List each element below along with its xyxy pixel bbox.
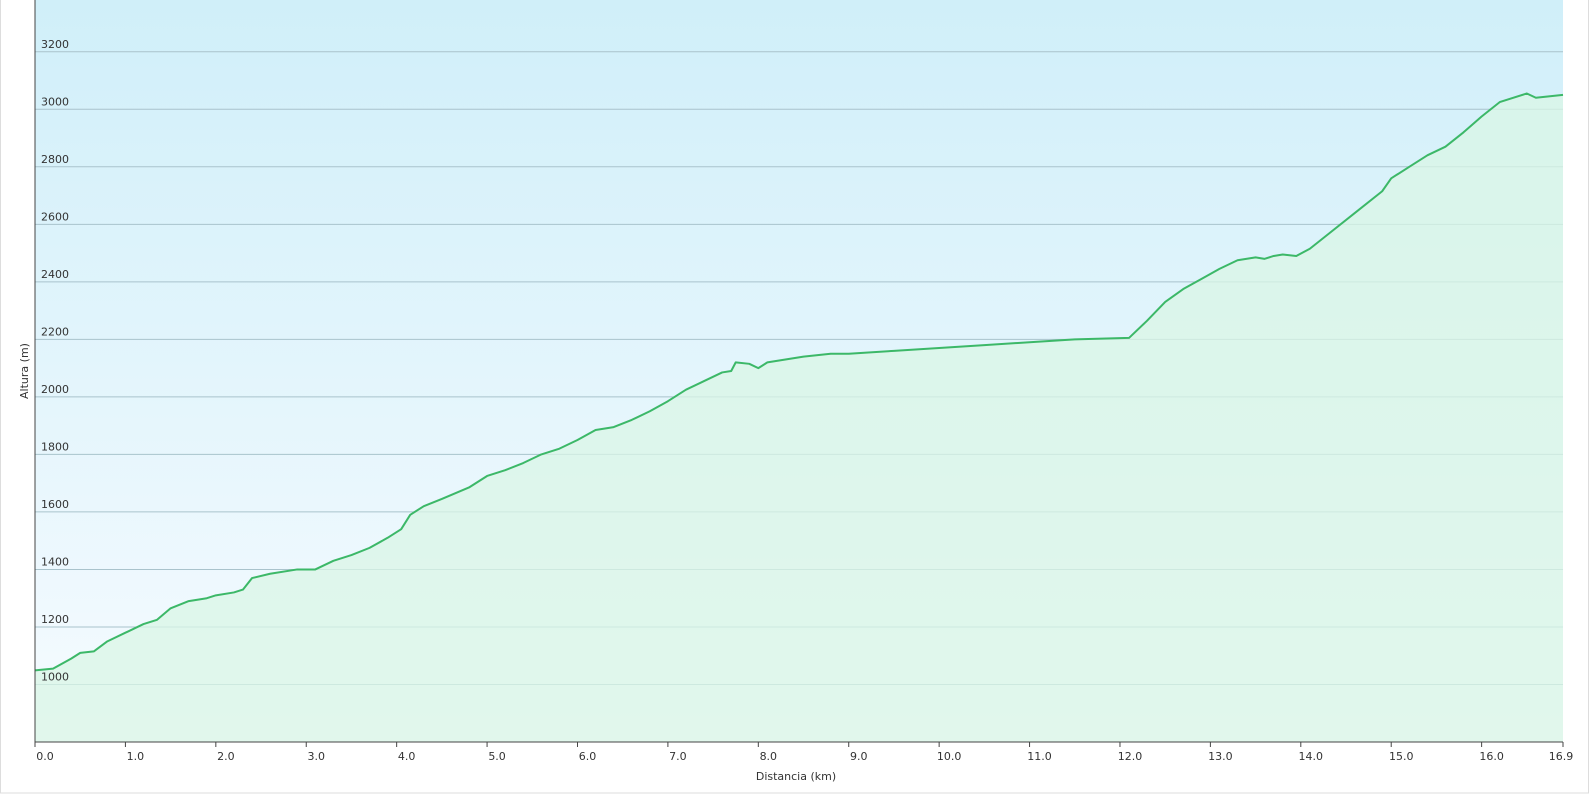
x-tick-label: 11.0 xyxy=(1027,750,1052,763)
x-tick-label: 16.0 xyxy=(1479,750,1504,763)
y-tick-label: 1600 xyxy=(41,498,69,511)
y-tick-label: 1800 xyxy=(41,440,69,453)
x-tick-label: 9.0 xyxy=(850,750,868,763)
y-tick-label: 3000 xyxy=(41,95,69,108)
x-tick-label: 4.0 xyxy=(398,750,416,763)
y-tick-label: 2000 xyxy=(41,383,69,396)
area-fill xyxy=(35,93,1563,742)
y-tick-label: 2600 xyxy=(41,210,69,223)
elevation-line xyxy=(34,92,1564,672)
x-axis-label: Distancia (km) xyxy=(756,770,836,783)
x-tick-label: 16.9 xyxy=(1549,750,1574,763)
x-tick-label: 15.0 xyxy=(1389,750,1414,763)
x-tick-label: 2.0 xyxy=(217,750,235,763)
x-tick-label: 6.0 xyxy=(579,750,597,763)
y-tick-label: 2200 xyxy=(41,325,69,338)
y-tick-label: 2400 xyxy=(41,268,69,281)
x-tick-label: 13.0 xyxy=(1208,750,1233,763)
y-tick-label: 1400 xyxy=(41,555,69,568)
x-tick-label: 5.0 xyxy=(488,750,506,763)
y-tick-label: 1000 xyxy=(41,670,69,683)
y-tick-label: 1200 xyxy=(41,613,69,626)
x-tick-label: 1.0 xyxy=(127,750,145,763)
x-tick-label: 0.0 xyxy=(36,750,54,763)
x-tick-label: 14.0 xyxy=(1299,750,1324,763)
y-tick-label: 2800 xyxy=(41,153,69,166)
x-tick-label: 3.0 xyxy=(307,750,325,763)
y-axis-label: Altura (m) xyxy=(18,343,31,399)
y-tick-label: 3200 xyxy=(41,38,69,51)
x-tick-label: 12.0 xyxy=(1118,750,1143,763)
x-tick-label: 7.0 xyxy=(669,750,687,763)
x-tick-label: 10.0 xyxy=(937,750,962,763)
x-tick-label: 8.0 xyxy=(760,750,778,763)
